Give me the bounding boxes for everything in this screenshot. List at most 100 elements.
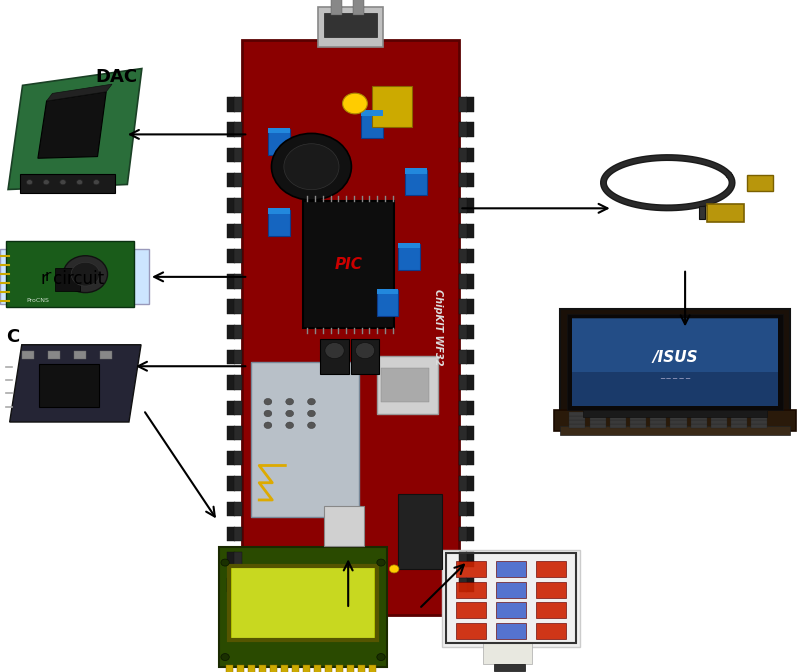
- Bar: [466, 350, 474, 364]
- Bar: [398, 494, 442, 569]
- Bar: [459, 325, 467, 339]
- Circle shape: [64, 256, 107, 292]
- Bar: [237, 665, 243, 672]
- Bar: [691, 421, 707, 423]
- Bar: [571, 318, 779, 372]
- Bar: [671, 417, 687, 419]
- Circle shape: [286, 398, 293, 405]
- Bar: [248, 665, 255, 672]
- Circle shape: [389, 565, 399, 573]
- Bar: [303, 201, 394, 328]
- Circle shape: [71, 262, 100, 286]
- Bar: [455, 561, 486, 577]
- Bar: [234, 274, 242, 288]
- Bar: [691, 413, 707, 416]
- Bar: [227, 274, 235, 288]
- Bar: [459, 300, 467, 314]
- Bar: [650, 424, 667, 427]
- Circle shape: [343, 93, 368, 114]
- Bar: [234, 476, 242, 491]
- Bar: [484, 643, 532, 664]
- Circle shape: [259, 565, 268, 573]
- Bar: [234, 300, 242, 314]
- Bar: [691, 424, 707, 427]
- Bar: [234, 350, 242, 364]
- Bar: [459, 122, 467, 137]
- Circle shape: [325, 343, 344, 359]
- Bar: [234, 198, 242, 212]
- Bar: [318, 7, 384, 47]
- Bar: [459, 148, 467, 162]
- Text: r circuit: r circuit: [41, 270, 104, 288]
- Bar: [227, 122, 235, 137]
- Bar: [455, 602, 486, 618]
- Circle shape: [377, 559, 385, 566]
- Bar: [466, 173, 474, 187]
- Bar: [74, 351, 86, 359]
- Bar: [610, 424, 626, 427]
- Bar: [321, 339, 349, 374]
- Bar: [731, 421, 747, 423]
- Bar: [314, 665, 321, 672]
- Bar: [270, 665, 276, 672]
- Bar: [459, 97, 467, 112]
- Text: DAC: DAC: [95, 69, 137, 86]
- Bar: [751, 417, 767, 419]
- Bar: [22, 351, 34, 359]
- Bar: [6, 241, 134, 307]
- Bar: [569, 417, 585, 419]
- Bar: [466, 451, 474, 466]
- Circle shape: [27, 179, 33, 185]
- Text: PIC: PIC: [334, 257, 363, 272]
- Bar: [466, 97, 474, 112]
- Bar: [361, 112, 384, 138]
- Bar: [268, 210, 289, 236]
- Text: ─ ─ ─ ─ ─: ─ ─ ─ ─ ─: [660, 376, 690, 382]
- Polygon shape: [38, 91, 106, 159]
- Circle shape: [93, 179, 99, 185]
- Bar: [589, 421, 605, 423]
- Bar: [459, 527, 467, 542]
- Bar: [699, 206, 705, 219]
- Bar: [751, 421, 767, 423]
- Circle shape: [337, 565, 347, 573]
- Bar: [227, 224, 235, 238]
- Bar: [691, 417, 707, 419]
- Bar: [459, 451, 467, 466]
- Bar: [227, 451, 235, 466]
- Circle shape: [60, 179, 66, 185]
- Circle shape: [311, 565, 321, 573]
- Circle shape: [284, 144, 339, 190]
- Text: ProCNS: ProCNS: [27, 298, 50, 303]
- Circle shape: [308, 410, 315, 417]
- Bar: [496, 602, 526, 618]
- Bar: [650, 413, 667, 416]
- Bar: [610, 421, 626, 423]
- Circle shape: [221, 654, 229, 661]
- Bar: [466, 502, 474, 516]
- Circle shape: [377, 654, 385, 661]
- Bar: [731, 413, 747, 416]
- Bar: [459, 426, 467, 440]
- Bar: [227, 97, 235, 112]
- Bar: [455, 582, 486, 597]
- Bar: [650, 417, 667, 419]
- Bar: [569, 413, 585, 416]
- Bar: [229, 566, 377, 640]
- Bar: [351, 339, 379, 374]
- Bar: [234, 249, 242, 263]
- Bar: [466, 148, 474, 162]
- Text: C: C: [6, 329, 19, 346]
- Bar: [630, 417, 646, 419]
- Bar: [292, 665, 299, 672]
- Bar: [398, 243, 420, 249]
- Bar: [466, 224, 474, 238]
- Bar: [554, 409, 796, 431]
- Bar: [358, 665, 365, 672]
- Bar: [459, 502, 467, 516]
- Bar: [630, 421, 646, 423]
- Bar: [234, 97, 242, 112]
- Circle shape: [221, 559, 229, 566]
- Text: /ISUS: /ISUS: [652, 350, 698, 365]
- Bar: [227, 249, 235, 263]
